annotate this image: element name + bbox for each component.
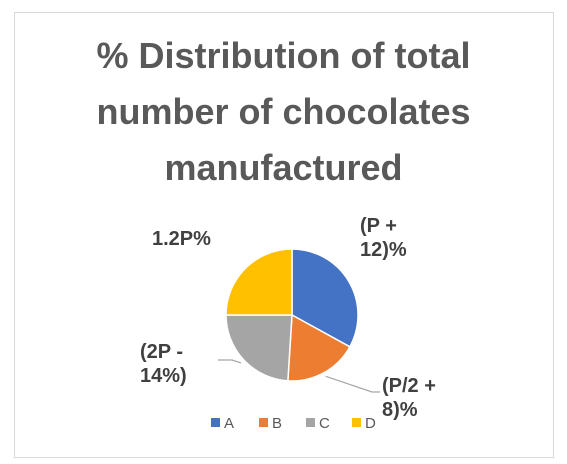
- leader-line-b: [325, 375, 380, 393]
- pie-slice-d: [225, 248, 293, 316]
- legend-swatch-b: [259, 418, 268, 427]
- chart-title-line-3: manufactured: [164, 147, 403, 188]
- data-labels: (P +12)% (P/2 +8)% (2P -14%) 1.2P%: [140, 215, 436, 421]
- pie-slice-c: [225, 314, 293, 382]
- data-label-a: (P +12)%: [360, 215, 407, 261]
- leader-lines: [218, 359, 380, 393]
- pie-slice-b: [287, 313, 351, 382]
- pie-slice-a: [291, 248, 359, 348]
- legend: A B C D: [211, 415, 376, 432]
- data-label-b: (P/2 +8)%: [382, 375, 436, 421]
- legend-swatch-c: [306, 418, 315, 427]
- chart-title-line-2: number of chocolates: [96, 91, 471, 132]
- legend-label-a: A: [224, 415, 234, 432]
- data-label-d: 1.2P%: [152, 228, 211, 250]
- legend-swatch-d: [352, 418, 361, 427]
- legend-label-d: D: [365, 415, 376, 432]
- legend-swatch-a: [211, 418, 220, 427]
- chart-title-line-1: % Distribution of total: [96, 35, 471, 76]
- legend-label-c: C: [319, 415, 330, 432]
- legend-label-b: B: [272, 415, 282, 432]
- leader-line-c: [218, 359, 242, 364]
- pie-slices: [225, 248, 359, 382]
- data-label-c: (2P -14%): [140, 341, 187, 387]
- chart-title: % Distribution of total number of chocol…: [0, 28, 567, 196]
- chart-frame: [14, 12, 554, 458]
